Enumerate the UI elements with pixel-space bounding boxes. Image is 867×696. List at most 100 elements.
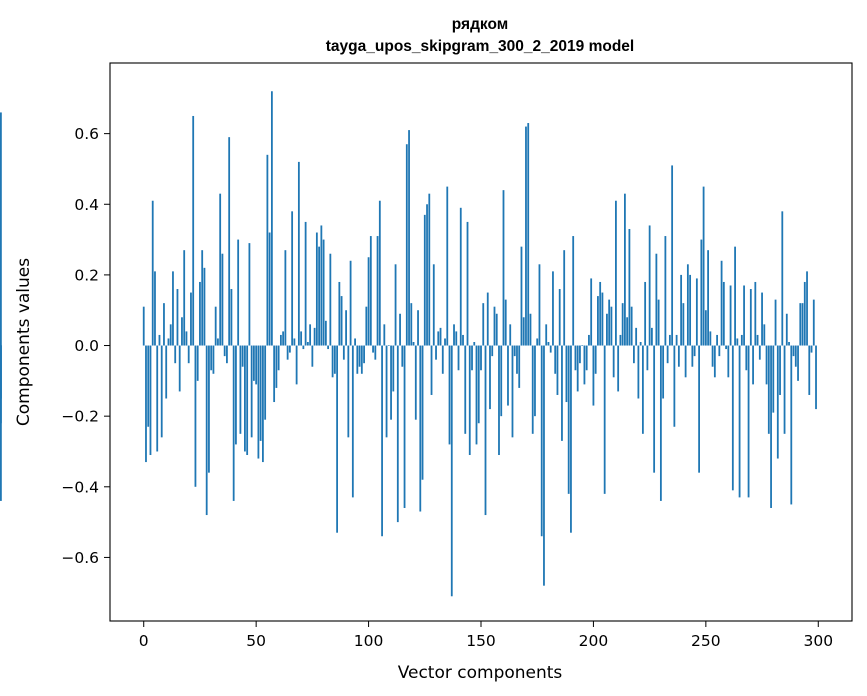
y-tick-label-4: 0.2 xyxy=(74,266,99,284)
bar-118 xyxy=(408,130,410,346)
bar-58 xyxy=(273,345,276,403)
bar-195 xyxy=(581,345,584,346)
bar-165 xyxy=(513,345,516,357)
bar-48 xyxy=(250,345,253,438)
bar-191 xyxy=(572,236,575,346)
bar-148 xyxy=(475,345,478,445)
bar-268 xyxy=(745,345,748,371)
bar-41 xyxy=(235,345,237,445)
bar-289 xyxy=(792,345,795,357)
bar-199 xyxy=(590,278,593,346)
bar-208 xyxy=(610,306,613,346)
bar-284 xyxy=(781,211,784,346)
bar-212 xyxy=(619,334,622,346)
bar-96 xyxy=(358,345,361,367)
bar-205 xyxy=(603,345,606,494)
bar-151 xyxy=(482,303,485,346)
bar-174 xyxy=(534,345,536,417)
y-tick-label-0: −0.6 xyxy=(61,549,99,567)
bar-177 xyxy=(540,345,543,537)
bar-18 xyxy=(183,250,186,346)
bar-14 xyxy=(174,345,177,364)
bar-203 xyxy=(599,281,602,346)
bar-3 xyxy=(149,345,152,456)
bar-196 xyxy=(583,345,586,385)
bar-276 xyxy=(763,324,766,346)
bar-136 xyxy=(448,345,451,445)
bar-138 xyxy=(453,324,455,346)
bar-150 xyxy=(480,345,482,371)
bar-297 xyxy=(810,345,813,353)
bar-182 xyxy=(552,271,554,346)
bar-169 xyxy=(522,317,525,346)
bar-248 xyxy=(700,239,703,346)
bar-271 xyxy=(752,345,754,385)
bar-159 xyxy=(500,345,503,417)
bar-164 xyxy=(511,345,514,438)
bar-27 xyxy=(203,267,206,346)
y-tick-label-5: 0.4 xyxy=(74,196,99,214)
bar-167 xyxy=(518,345,521,388)
bar-267 xyxy=(743,285,745,346)
bar-88 xyxy=(340,296,343,346)
bar-278 xyxy=(767,345,770,434)
bar-270 xyxy=(749,289,752,346)
bar-258 xyxy=(722,281,725,346)
bar-190 xyxy=(570,345,572,533)
bar-57 xyxy=(270,91,273,346)
bar-269 xyxy=(747,345,750,498)
bar-47 xyxy=(248,243,251,346)
bar-76 xyxy=(313,327,316,346)
bar-233 xyxy=(666,345,669,364)
bar-16 xyxy=(178,345,181,392)
bar-240 xyxy=(682,303,685,346)
bar-50 xyxy=(255,345,258,385)
bar-102 xyxy=(372,345,374,353)
bar-100 xyxy=(367,257,370,346)
bar-175 xyxy=(536,338,539,346)
bar-279 xyxy=(770,345,772,508)
bar-46 xyxy=(246,345,249,456)
bar-71 xyxy=(302,345,305,350)
bar-236 xyxy=(673,345,676,427)
bar-273 xyxy=(756,334,759,346)
bar-221 xyxy=(639,342,642,346)
bar-265 xyxy=(738,345,741,498)
bar-295 xyxy=(806,271,808,346)
bar-66 xyxy=(291,211,294,346)
bar-8 xyxy=(160,345,163,438)
bar-114 xyxy=(399,313,401,346)
bar-218 xyxy=(633,345,635,364)
bar-105 xyxy=(378,200,381,346)
bar-188 xyxy=(565,345,568,403)
bar-217 xyxy=(630,306,633,346)
bar-107 xyxy=(383,324,386,346)
bar-296 xyxy=(808,345,811,395)
bar-37 xyxy=(226,345,228,364)
bar-224 xyxy=(646,345,649,371)
bar-79 xyxy=(320,225,323,346)
bar-106 xyxy=(381,345,383,537)
bar-128 xyxy=(430,345,433,395)
bar-108 xyxy=(385,345,388,438)
bar-90 xyxy=(345,310,347,346)
bar-127 xyxy=(428,193,431,346)
bar-283 xyxy=(779,345,781,395)
bar-81 xyxy=(324,320,327,346)
chart-title: рядком xyxy=(452,16,508,33)
y-axis-ticks: −0.6 −0.4 −0.2 0.0 0.2 0.4 0.6 xyxy=(61,125,110,567)
bar-103 xyxy=(374,345,377,360)
bar-44 xyxy=(241,345,244,367)
bar-256 xyxy=(718,345,721,357)
y-tick-label-2: −0.2 xyxy=(61,408,99,426)
bar-49 xyxy=(253,345,255,381)
bar-95 xyxy=(356,345,359,374)
bar-75 xyxy=(311,345,314,367)
bar-20 xyxy=(187,345,190,364)
bar-259 xyxy=(725,345,727,350)
bar-228 xyxy=(655,253,658,346)
bar-147 xyxy=(473,342,476,346)
bar-204 xyxy=(601,292,604,346)
bar-158 xyxy=(498,345,500,456)
bar-56 xyxy=(268,232,271,346)
